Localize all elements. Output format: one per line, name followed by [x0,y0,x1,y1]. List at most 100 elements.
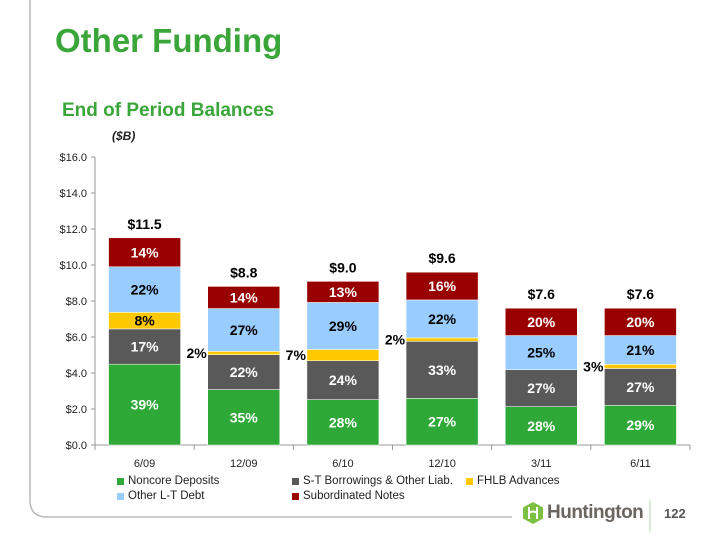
data-label: 29% [329,318,358,334]
bar-segment [405,398,479,446]
legend-label: Noncore Deposits [128,475,220,487]
y-tick-label: $12.0 [59,224,87,236]
bar-segment [108,328,181,365]
legend-label: Subordinated Notes [303,490,405,502]
bar-segment [405,337,479,342]
data-label: 16% [428,278,457,294]
data-label: 22% [230,364,259,380]
data-label: 14% [131,244,160,260]
data-label: 28% [329,414,358,430]
y-tick-label: $16.0 [59,152,87,164]
bar-segment [207,286,280,309]
huntington-logo: Huntington [523,502,644,524]
legend-label: S-T Borrowings & Other Liab. [303,475,453,487]
data-label: 13% [329,284,358,300]
data-label: 7% [286,347,307,363]
bar-segment [207,354,280,390]
x-tick-label: 6/11 [630,458,651,470]
y-tick-label: $10.0 [59,260,87,272]
bar-segment [108,266,181,313]
bar-segment [306,399,380,446]
bar-segment [405,299,479,339]
y-tick-label: $6.0 [66,332,87,344]
bar-segment [505,406,578,446]
data-label: 8% [134,313,155,329]
y-tick-label: $14.0 [59,188,87,200]
x-tick-label: 6/10 [332,458,353,470]
data-label: 25% [527,345,556,361]
bar-segment [108,237,181,268]
data-label: 27% [230,322,259,338]
legend-item-other-lt-debt: Other L-T Debt [117,490,205,502]
page-title: Other Funding [55,22,283,59]
y-tick-label: $0.0 [66,440,87,452]
bar-segment [405,271,479,301]
bar-segment [207,308,280,352]
y-tick-label: $2.0 [66,404,87,416]
data-label: 27% [428,414,457,430]
total-label: $7.6 [528,286,555,302]
x-tick-label: 12/09 [230,458,258,470]
y-tick-label: $4.0 [66,368,87,380]
total-label: $7.6 [627,286,654,302]
bar-segment [306,360,380,400]
legend-label: FHLB Advances [477,475,560,487]
data-label: 2% [385,332,406,348]
x-tick-label: 3/11 [531,458,552,470]
total-label: $9.0 [329,259,356,275]
unit-label: ($B) [112,129,136,143]
data-label: 27% [626,379,655,395]
bar-segment [306,302,380,350]
total-label: $11.5 [127,216,161,232]
total-label: $8.8 [230,264,257,280]
x-tick-label: 12/10 [428,458,456,470]
data-label: 2% [187,345,208,361]
data-label: 24% [329,372,358,388]
data-label: 22% [131,282,160,298]
legend-item-st-borrowings: S-T Borrowings & Other Liab. [292,475,453,487]
data-label: 28% [527,418,556,434]
legend-item-subordinated-notes: Subordinated Notes [292,490,405,502]
x-tick-label: 6/09 [134,458,155,470]
legend-swatch [117,492,124,500]
data-label: 21% [626,342,655,358]
bar-segment [505,369,578,407]
bar-segment [306,349,380,362]
data-label: 22% [428,311,457,327]
data-label: 17% [131,339,160,355]
bar-segment [306,281,380,303]
data-label: 27% [527,380,556,396]
data-label: 29% [626,417,655,433]
legend-swatch [292,477,299,485]
legend-swatch [292,492,299,500]
total-label: $9.6 [428,250,455,266]
bar-segment [505,307,578,336]
bar-segment [604,307,677,336]
bar-segment [604,364,677,369]
page-number: 122 [664,506,686,521]
data-label: 14% [230,289,259,305]
y-tick-label: $8.0 [66,296,87,308]
bar-segment [207,351,280,355]
data-label: 39% [131,397,160,413]
page-subtitle: End of Period Balances [62,100,275,121]
legend-item-noncore-deposits: Noncore Deposits [117,475,219,487]
data-label: 33% [428,362,457,378]
huntington-logo-icon [523,502,543,524]
legend-label: Other L-T Debt [128,490,205,502]
legend-swatch [117,477,124,485]
data-label: 20% [626,314,655,330]
data-label: 35% [230,409,259,425]
legend-swatch [466,477,473,485]
data-label: 20% [527,314,556,330]
brand-name: Huntington [547,502,644,523]
bar-segment [405,341,479,399]
data-label: 3% [583,358,604,374]
bar-segment [505,335,578,371]
bar-segment [604,368,677,406]
legend-item-fhlb-advances: FHLB Advances [466,475,559,487]
bar-segment [604,335,677,365]
